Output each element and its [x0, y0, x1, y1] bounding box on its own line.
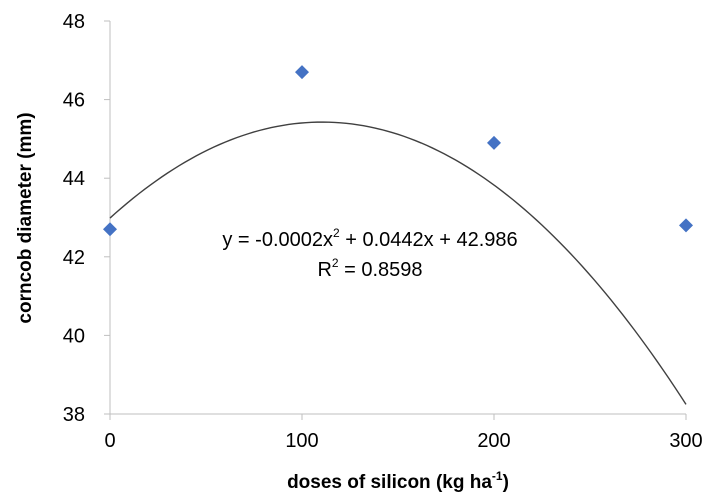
x-tick-label: 300 [669, 430, 702, 452]
x-axis-ticks: 0 100 200 300 [104, 414, 703, 452]
x-tick-label: 0 [104, 430, 115, 452]
data-points [103, 65, 693, 237]
x-axis-title: doses of silicon (kg ha-1) [287, 469, 509, 493]
x-tick-label: 100 [285, 430, 318, 452]
data-point [103, 222, 117, 237]
y-tick-label: 44 [63, 168, 85, 190]
y-axis-title: corncob diameter (mm) [15, 112, 36, 323]
data-point [679, 218, 693, 233]
y-tick-label: 42 [63, 247, 85, 269]
trendline-equation: y = -0.0002x2 + 0.0442x + 42.986 [222, 226, 517, 251]
r-squared-label: R2 = 0.8598 [317, 256, 422, 281]
data-point [295, 65, 309, 80]
y-tick-label: 38 [63, 404, 85, 426]
data-point [487, 135, 501, 150]
trendline [109, 121, 687, 405]
y-tick-label: 46 [63, 90, 85, 112]
y-tick-label: 40 [63, 325, 85, 347]
y-axis-ticks: 38 40 42 44 46 48 [63, 11, 110, 426]
y-tick-label: 48 [63, 11, 85, 33]
x-tick-label: 200 [477, 430, 510, 452]
